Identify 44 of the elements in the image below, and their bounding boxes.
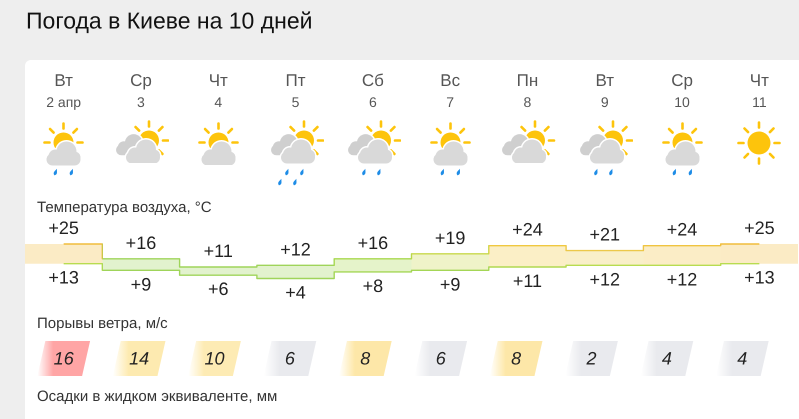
data-label: +16 [126,232,156,253]
data-label: +25 [48,218,79,238]
data-label: +4 [285,282,306,302]
data-label: 2 [585,348,597,368]
data-label: 4 [737,348,748,368]
data-label: +12 [589,269,620,290]
data-label: +19 [434,228,466,248]
data-label: +8 [362,276,384,296]
data-label: 10 [204,348,225,368]
data-label: +6 [208,279,229,300]
data-label: +13 [744,268,775,288]
data-label: 6 [436,348,447,368]
x-tick-label: Вс 7 [440,71,461,110]
text: Осадки в жидком эквиваленте, мм [37,388,278,405]
x-tick-label: Ср 10 [671,71,693,110]
data-label: 16 [54,348,75,368]
data-label: +13 [48,268,79,288]
x-tick-label: Ср 3 [130,71,152,110]
data-label: +21 [589,224,620,245]
data-label: +12 [280,239,311,260]
data-label: +24 [512,220,543,240]
data-label: +11 [512,271,542,291]
data-label: +9 [130,274,152,294]
chart-subtitle: Температура воздуха, °C [37,199,212,216]
data-label: 8 [511,348,522,368]
x-tick-label: Вт 9 [595,71,614,110]
data-label: +12 [666,269,698,290]
x-tick-label: Сб 6 [362,71,384,110]
x-tick-label: Пн 8 [516,71,538,110]
data-label: +25 [744,218,775,238]
x-tick-label: Пт 5 [286,71,306,110]
data-label: 8 [360,348,370,368]
data-label: +24 [666,220,698,240]
text: Порывы ветра, м/с [37,315,168,332]
x-tick-label: Чт 11 [750,71,770,110]
data-label: 6 [284,348,296,368]
chart-title: Погода в Киеве на 10 дней [26,8,313,34]
data-label: +9 [440,274,460,294]
x-tick-label: Чт 4 [208,71,228,110]
data-label: +16 [358,232,388,253]
data-label: 14 [129,348,150,368]
data-label: +11 [204,241,233,261]
x-tick-label: Вт 2 апр [46,71,82,110]
data-label: 4 [662,348,672,368]
